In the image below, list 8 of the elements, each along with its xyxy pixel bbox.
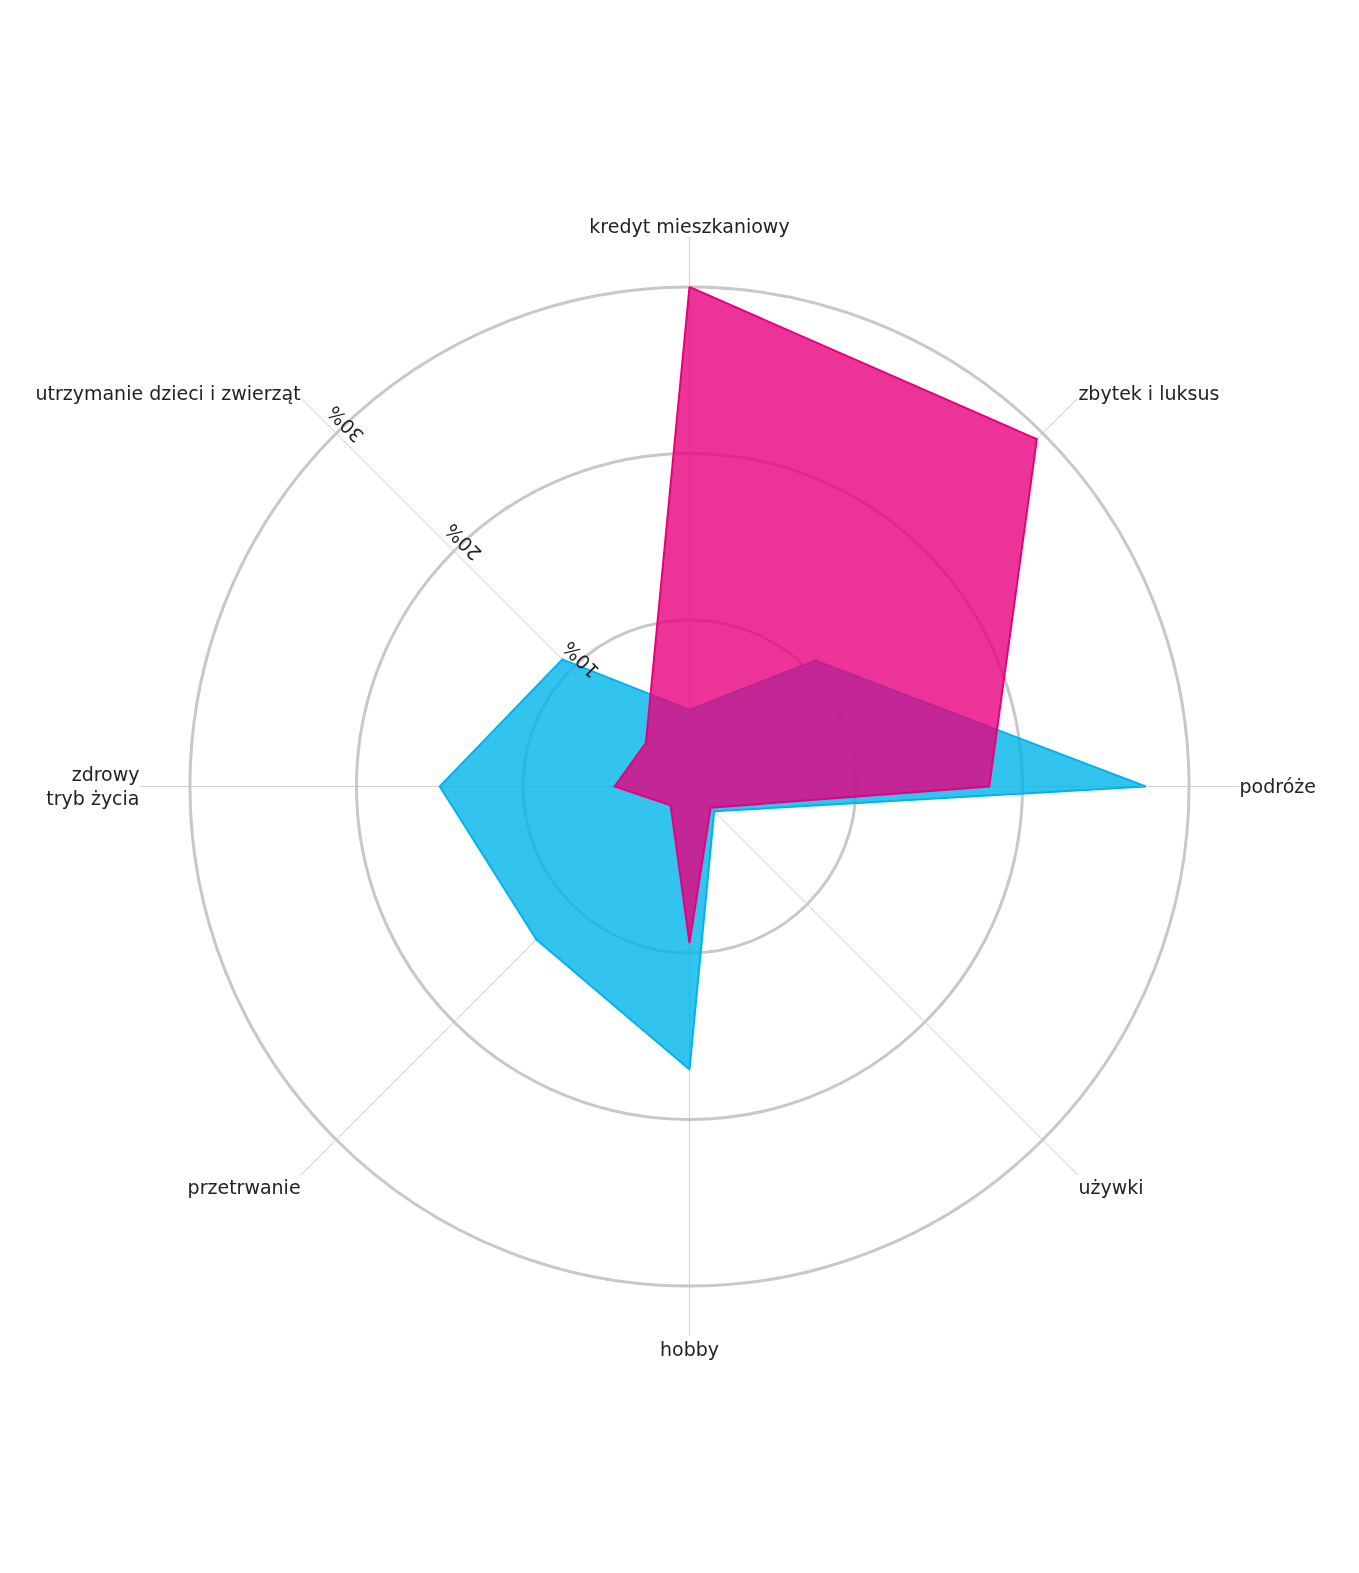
spoke-label: hobby bbox=[659, 1337, 720, 1360]
spoke-label: zdrowy tryb życia bbox=[46, 762, 140, 810]
spoke-label: utrzymanie dzieci i zwierząt bbox=[35, 381, 301, 404]
spoke-label: przetrwanie bbox=[187, 1175, 301, 1198]
spoke-label: podróże bbox=[1239, 775, 1316, 798]
spoke-label: używki bbox=[1078, 1175, 1144, 1198]
spoke-label: kredyt mieszkaniowy bbox=[589, 214, 790, 237]
spoke-label: zbytek i luksus bbox=[1078, 381, 1220, 404]
